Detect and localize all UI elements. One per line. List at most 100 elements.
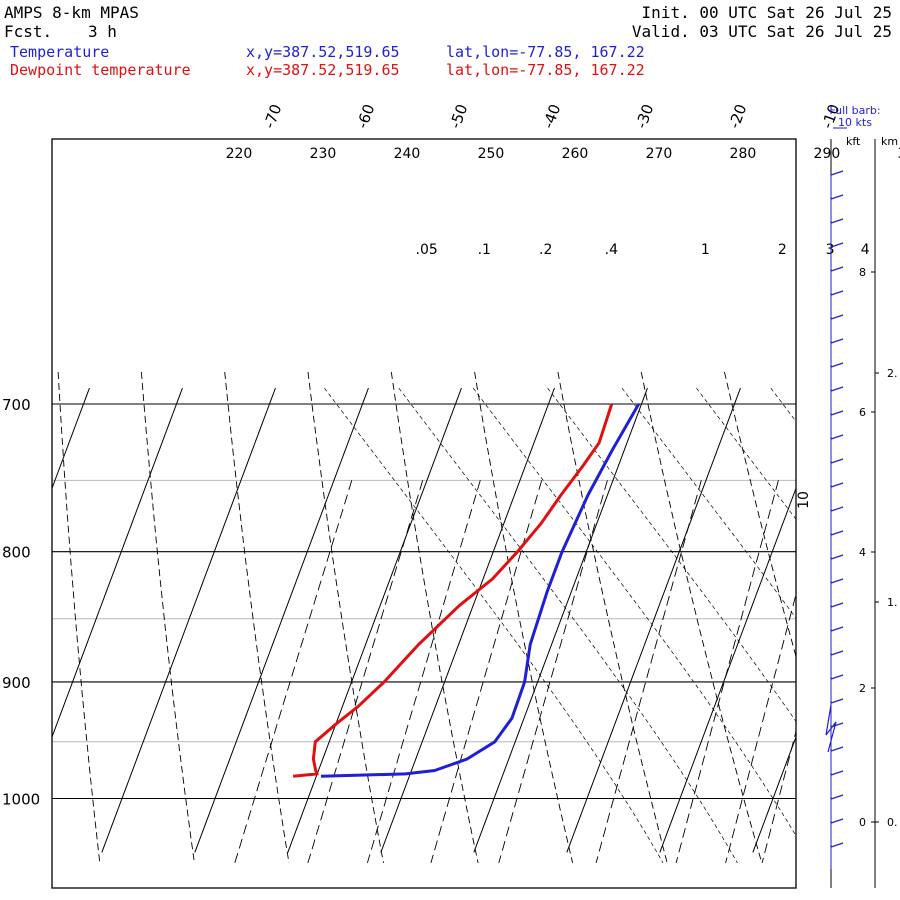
wind-barb <box>830 458 844 464</box>
wind-barb <box>830 554 844 560</box>
isotherm <box>566 387 741 853</box>
mixing-ratio-label: .1 <box>478 242 491 258</box>
mixing-ratio-label: 2 <box>778 242 787 258</box>
axis-labels: 7008009001000-70-60-50-40-30-20-10022023… <box>2 102 900 809</box>
wind-barb <box>830 818 844 824</box>
wind-barb <box>830 746 844 752</box>
wind-barb <box>830 698 844 704</box>
mixing-ratio-line <box>725 592 796 864</box>
init-time: Init. 00 UTC Sat 26 Jul 25 <box>641 3 892 22</box>
theta-label: 240 <box>394 146 421 162</box>
theta-label: 270 <box>646 146 673 162</box>
km-tick-label: 2. <box>887 367 898 380</box>
theta-label: 280 <box>730 146 757 162</box>
mixing-ratio-line <box>430 480 543 864</box>
wind-barb <box>830 794 844 800</box>
wind-barb <box>830 266 844 272</box>
mixing-ratio-line <box>675 480 779 864</box>
background-lines <box>52 371 900 864</box>
wind-barb <box>830 338 844 344</box>
wind-barb <box>830 314 844 320</box>
wind-barb <box>830 434 844 440</box>
mixing-ratio-label: .05 <box>416 242 438 258</box>
dry-adiabat <box>140 371 195 863</box>
kft-tick-label: 4 <box>859 546 866 559</box>
mixing-ratio-line <box>761 729 796 864</box>
wind-barb <box>830 242 844 248</box>
mixing-ratio-label: 4 <box>861 242 870 258</box>
moist-adiabat <box>472 387 796 837</box>
mixing-ratio-label: 1 <box>701 242 710 258</box>
wind-barb <box>830 386 844 392</box>
wind-barb <box>830 650 844 656</box>
wind-barb <box>830 170 844 176</box>
mixing-ratio-line <box>234 480 353 864</box>
theta-label: 220 <box>226 146 253 162</box>
temperature-tick-label: -60 <box>353 102 378 131</box>
temperature-legend-name: Temperature <box>10 43 110 61</box>
pressure-tick-label: 900 <box>2 674 31 692</box>
barb-legend-value: 10 kts <box>838 116 872 129</box>
temperature-tick-label: -40 <box>539 102 564 131</box>
mixing-ratio-line <box>498 480 608 864</box>
mixing-ratio-line <box>816 480 900 863</box>
isotherm <box>659 486 796 853</box>
mixing-ratio-line <box>366 480 481 864</box>
dewpoint-legend-latlon: lat,lon=-77.85, 167.22 <box>446 61 645 79</box>
dewpoint-legend-xy: x,y=387.52,519.65 <box>246 61 400 79</box>
dry-adiabat <box>724 371 796 659</box>
wind-barb <box>830 362 844 368</box>
wind-barb <box>830 506 844 512</box>
theta-label: 290 <box>814 146 841 162</box>
wind-barb <box>830 674 844 680</box>
wind-barb <box>830 626 844 632</box>
kft-axis-label: kft <box>846 135 861 148</box>
moist-adiabat <box>547 387 796 722</box>
header: AMPS 8-km MPAS Fcst. 3 h Init. 00 UTC Sa… <box>0 0 900 90</box>
dry-adiabat <box>474 371 574 864</box>
dry-adiabat <box>808 372 900 863</box>
kft-tick-label: 2 <box>859 682 866 695</box>
isotherm <box>287 387 462 853</box>
dry-adiabat <box>57 371 101 863</box>
moist-adiabat <box>770 387 796 422</box>
km-tick-label: 1. <box>887 596 898 609</box>
temperature-legend-latlon: lat,lon=-77.85, 167.22 <box>446 43 645 61</box>
kft-tick-label: 8 <box>859 266 866 279</box>
wind-barb <box>830 410 844 416</box>
dry-adiabat <box>307 371 384 863</box>
dewpoint-line <box>292 403 614 778</box>
wind-barb <box>825 704 837 753</box>
wind-barb <box>830 290 844 296</box>
dry-adiabat <box>557 371 668 864</box>
moist-adiabat <box>398 387 738 864</box>
isotherm <box>473 387 648 853</box>
isotherm <box>380 387 555 853</box>
isotherm <box>194 387 369 853</box>
mixing-ratio-line <box>307 480 424 864</box>
wind-barb <box>830 530 844 536</box>
kft-tick-label: 6 <box>859 406 866 419</box>
wind-barb <box>830 578 844 584</box>
sounding-series <box>292 403 641 778</box>
pressure-tick-label: 1000 <box>2 791 40 809</box>
forecast-label: Fcst. <box>4 22 53 41</box>
wind-barb <box>830 842 844 848</box>
wind-barb <box>830 770 844 776</box>
km-axis-label: km <box>881 135 898 148</box>
isotherm <box>52 387 90 490</box>
isotherm <box>52 387 183 739</box>
isotherm <box>846 388 900 852</box>
valid-time: Valid. 03 UTC Sat 26 Jul 25 <box>631 22 892 41</box>
theta-label: 300 <box>898 146 900 162</box>
isotherm <box>752 735 796 853</box>
forecast-hour: 3 h <box>88 22 117 41</box>
dry-adiabat <box>390 371 479 863</box>
theta-label: 260 <box>562 146 589 162</box>
temperature-legend-xy: x,y=387.52,519.65 <box>246 43 400 61</box>
moist-adiabat <box>324 387 664 864</box>
model-title: AMPS 8-km MPAS <box>4 3 139 22</box>
mixing-ratio-label: 3 <box>826 242 835 258</box>
theta-label: 230 <box>310 146 337 162</box>
theta-label: 250 <box>478 146 505 162</box>
